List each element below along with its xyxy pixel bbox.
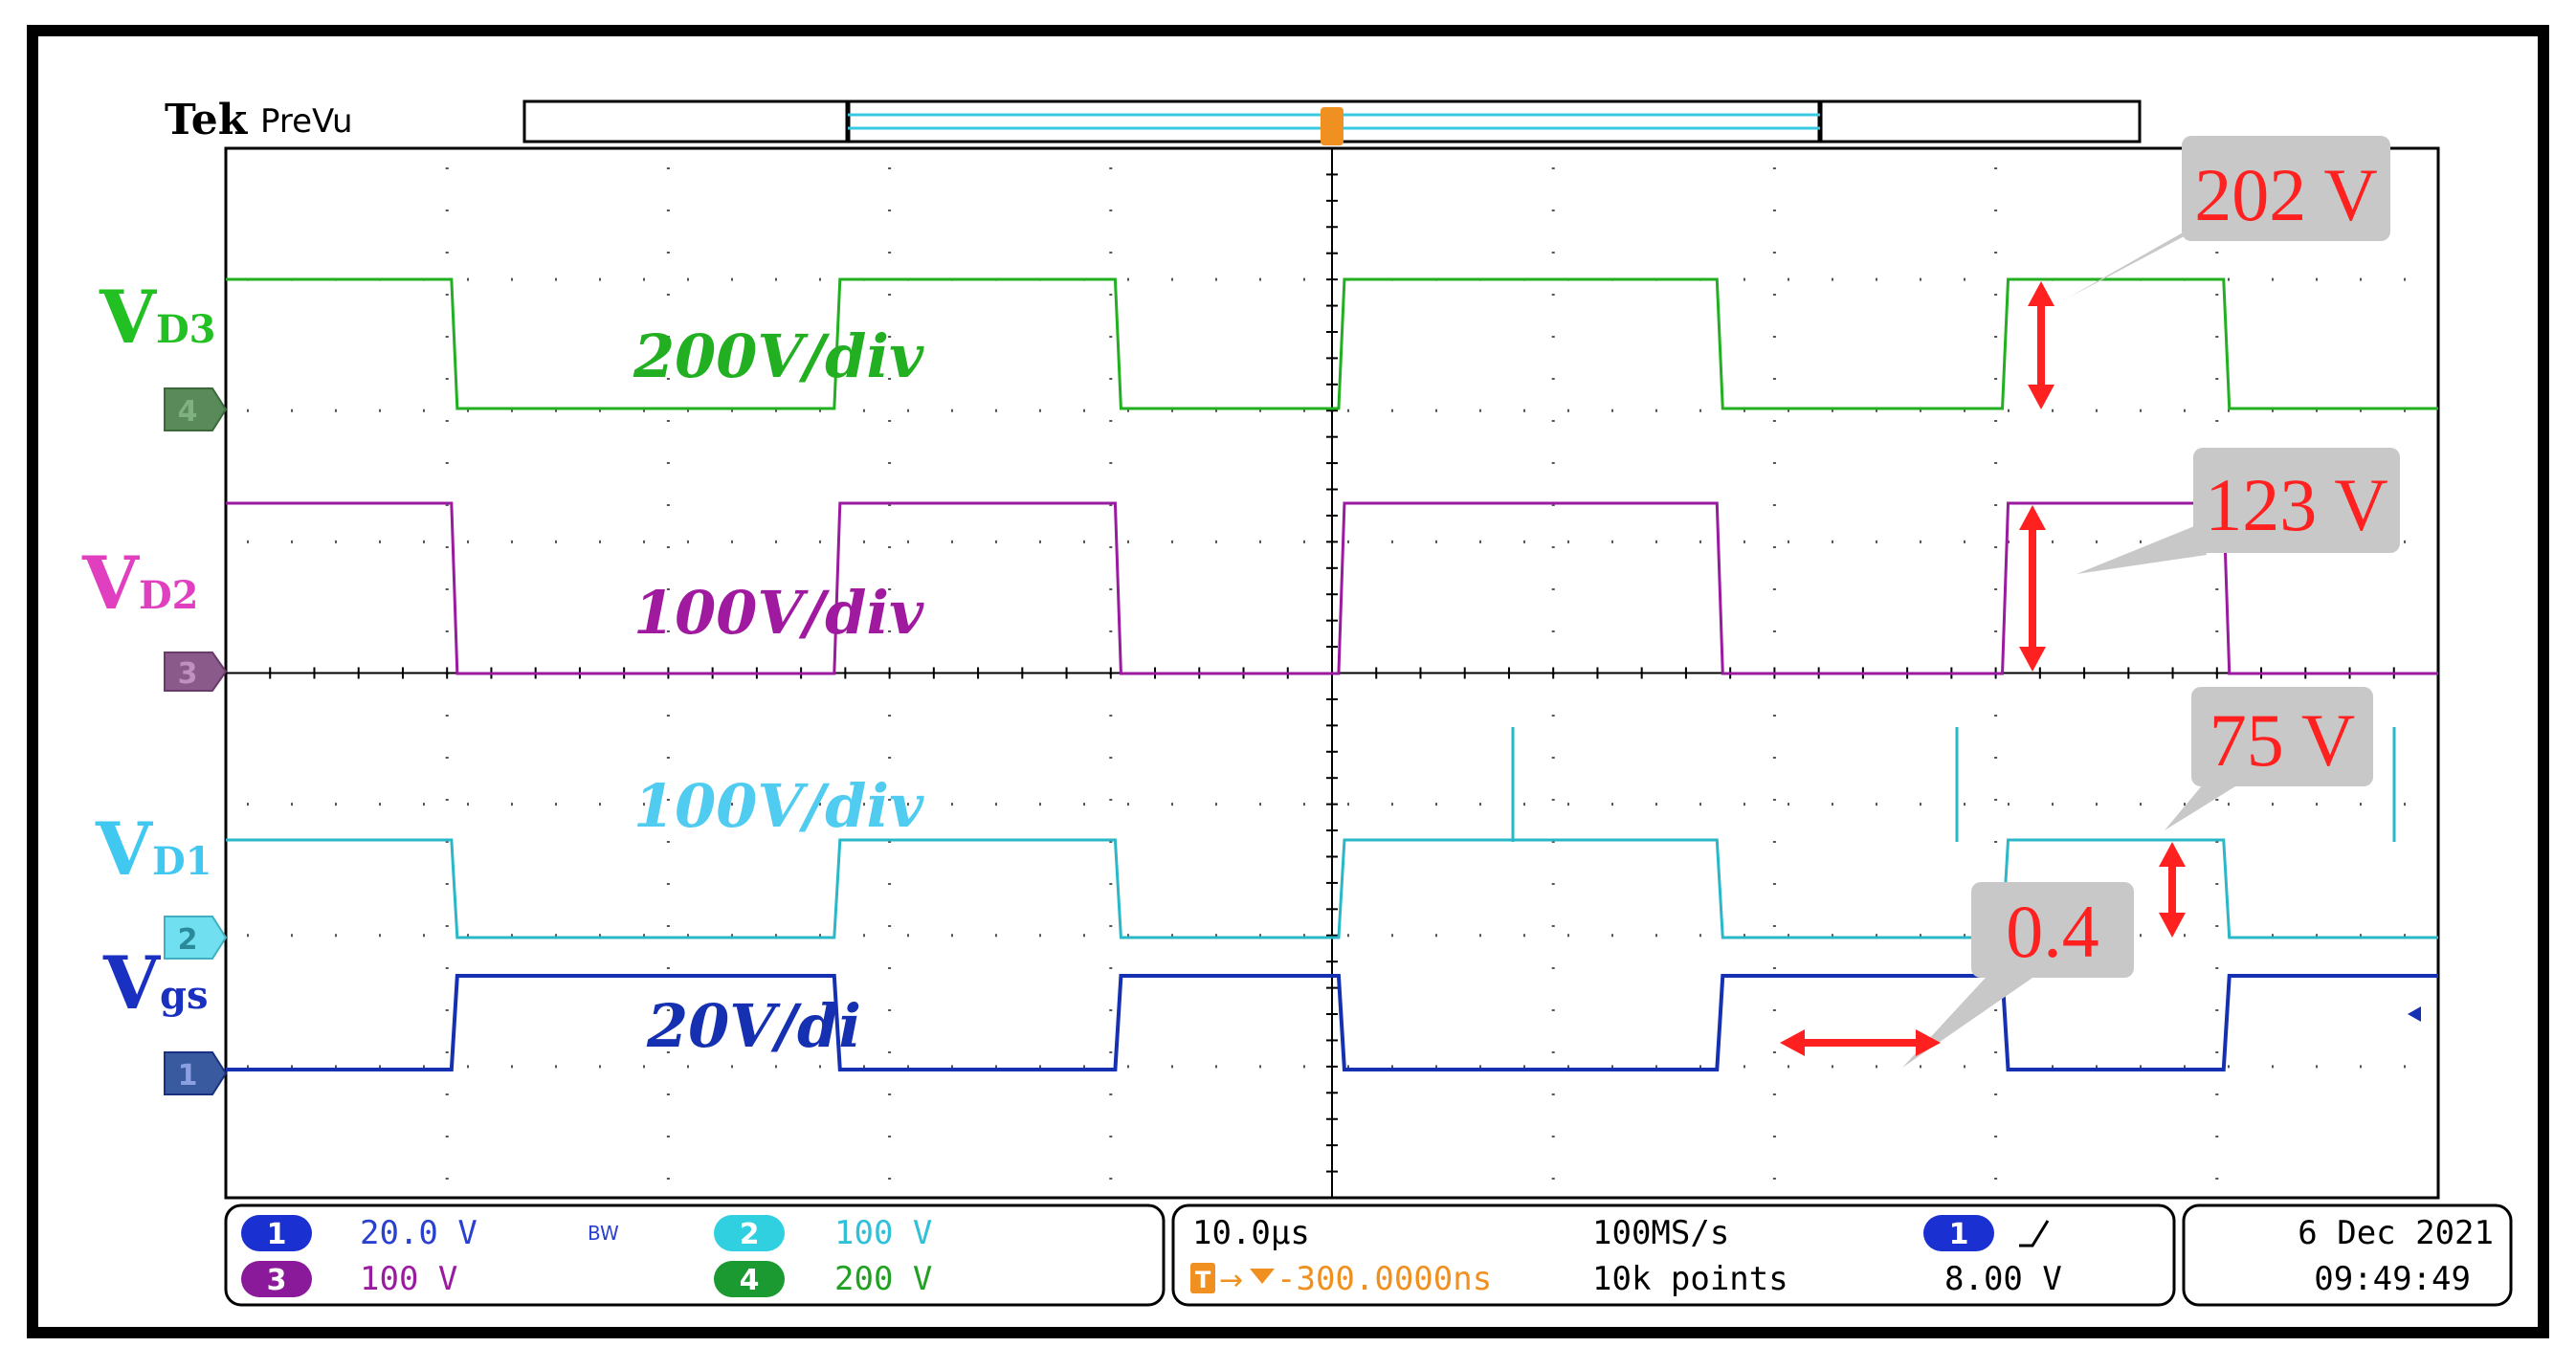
- ch3-ground-marker: 3: [164, 651, 228, 692]
- svg-text:3: 3: [267, 1264, 287, 1297]
- channel-status-panel: [224, 1203, 1166, 1307]
- bandwidth-limit-icon: BW: [588, 1222, 619, 1245]
- svg-text:→: →: [1219, 1264, 1243, 1297]
- svg-text:1: 1: [1949, 1218, 1969, 1251]
- mode-label: PreVu: [260, 102, 353, 141]
- ch3-status[interactable]: 3 100 V: [241, 1260, 457, 1298]
- ch1-offscreen-marker: [2408, 1006, 2421, 1022]
- callout-vd3-amplitude: 202 V: [2182, 136, 2390, 241]
- arrow-head: [2159, 913, 2186, 938]
- ch2-scale-label: 100V/div: [633, 771, 924, 841]
- status-bar: 1 20.0 V BW 3 100 V 2 100 V 4 200 V 10.0…: [224, 1203, 2513, 1307]
- vgs-label: Vgs: [102, 940, 208, 1026]
- svg-text:202 V: 202 V: [2194, 153, 2377, 236]
- arrow-head: [2028, 385, 2054, 409]
- vd3-label: VD3: [99, 275, 216, 360]
- svg-text:4: 4: [178, 395, 198, 429]
- trigger-source-readout[interactable]: 1: [1923, 1215, 2050, 1251]
- brand-label: Tek: [165, 96, 249, 144]
- callout-vd1-amplitude: 75 V: [2191, 687, 2373, 786]
- sample-rate-readout: 100MS/s: [1592, 1214, 1729, 1252]
- svg-text:20.0 V: 20.0 V: [360, 1214, 477, 1252]
- ch1-ground-marker: 1: [164, 1051, 228, 1095]
- arrow-head: [2028, 281, 2054, 306]
- record-length-readout: 10k points: [1592, 1260, 1788, 1298]
- trigger-level-readout[interactable]: 8.00 V: [1944, 1260, 2062, 1298]
- ch4-scale-label: 200V/div: [633, 321, 924, 391]
- svg-text:200 V: 200 V: [834, 1260, 932, 1298]
- svg-text:123 V: 123 V: [2205, 463, 2387, 546]
- trace-vd3: [226, 277, 2438, 410]
- arrow-head: [2019, 505, 2046, 530]
- ch4-ground-marker: 4: [164, 387, 228, 431]
- ch2-ground-marker: 2: [164, 916, 228, 960]
- callout-pointer-vd1: [2165, 773, 2235, 830]
- svg-text:4: 4: [740, 1264, 760, 1297]
- callout-pointer-vd3: [2067, 216, 2222, 298]
- rising-edge-icon: [2019, 1220, 2050, 1248]
- vd3-amplitude-arrow: [2028, 281, 2054, 409]
- callout-vd2-amplitude: 123 V: [2193, 448, 2400, 553]
- trace-vd1: [226, 838, 2438, 939]
- svg-text:-300.0000ns: -300.0000ns: [1277, 1260, 1492, 1298]
- svg-text:75 V: 75 V: [2210, 698, 2355, 782]
- svg-text:1: 1: [267, 1218, 287, 1251]
- trace-vd2: [226, 501, 2438, 675]
- ch3-scale-label: 100V/div: [633, 578, 924, 648]
- svg-text:100 V: 100 V: [834, 1214, 932, 1252]
- vd2-label: VD2: [81, 541, 199, 626]
- annotations: 202 V 123 V 75 V 0.4: [1780, 136, 2421, 1068]
- svg-text:2: 2: [178, 923, 198, 957]
- date-readout: 6 Dec 2021: [2298, 1214, 2494, 1252]
- time-readout: 09:49:49: [2314, 1260, 2471, 1298]
- trace-vgs: [226, 974, 2438, 1071]
- trigger-arrow-icon: [1250, 1269, 1275, 1284]
- ch1-scale-label: 20V/di: [646, 991, 861, 1061]
- vd2-amplitude-arrow: [2019, 505, 2046, 672]
- ch4-status[interactable]: 4 200 V: [714, 1260, 932, 1298]
- callout-duty-ratio: 0.4: [1971, 882, 2134, 978]
- trigger-offset-readout[interactable]: T → -300.0000ns: [1190, 1260, 1492, 1298]
- svg-text:2: 2: [740, 1218, 760, 1251]
- svg-text:100 V: 100 V: [360, 1260, 457, 1298]
- datetime-panel: [2182, 1203, 2513, 1307]
- timebase-readout[interactable]: 10.0µs: [1192, 1214, 1310, 1252]
- ch1-status[interactable]: 1 20.0 V BW: [241, 1214, 619, 1252]
- svg-text:T: T: [1195, 1267, 1211, 1293]
- arrow-head: [2159, 842, 2186, 867]
- duty-width-arrow: [1780, 1029, 1941, 1056]
- arrow-head: [1916, 1029, 1941, 1056]
- arrow-head: [1780, 1029, 1805, 1056]
- traces: [226, 277, 2438, 1071]
- vd1-amplitude-arrow: [2159, 842, 2186, 938]
- svg-text:1: 1: [178, 1059, 198, 1093]
- vd1-label: VD1: [95, 806, 212, 892]
- svg-text:0.4: 0.4: [2006, 890, 2099, 973]
- callout-pointer-vd2: [2076, 524, 2207, 574]
- arrow-head: [2019, 647, 2046, 672]
- ch2-status[interactable]: 2 100 V: [714, 1214, 932, 1252]
- svg-text:3: 3: [178, 657, 198, 691]
